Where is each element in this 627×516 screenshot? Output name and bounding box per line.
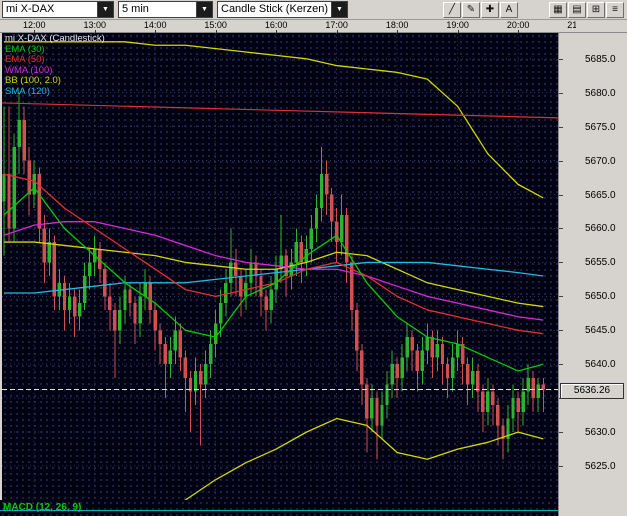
macd-separator-line	[0, 510, 558, 511]
last-price-value: 5636.26	[573, 384, 611, 396]
price-tick-mark	[559, 296, 563, 298]
candlestick-chart[interactable]	[2, 33, 558, 500]
price-tick-label: 5670.0	[585, 155, 616, 167]
time-tick-label: 21:00	[567, 20, 576, 30]
crosshair-tool-button[interactable]: ✚	[481, 1, 499, 18]
charttype-select[interactable]: Candle Stick (Kerzen) ▼	[217, 1, 348, 18]
chevron-down-icon[interactable]: ▼	[331, 2, 347, 17]
time-tick-mark	[215, 30, 217, 33]
main-toolbar: mi X-DAX ▼ 5 min ▼ Candle Stick (Kerzen)…	[0, 0, 627, 20]
price-tick-mark	[559, 364, 563, 366]
price-tick-mark	[559, 398, 563, 400]
axis-corner	[558, 500, 627, 516]
price-tick-mark	[559, 432, 563, 434]
price-tick-mark	[559, 228, 563, 230]
time-axis-labels: 12:00 13:00 14:00 15:00 16:00 17:00 18:00 19:00…	[0, 20, 576, 33]
price-tick-label: 5625.0	[585, 461, 616, 473]
time-tick-mark	[94, 30, 96, 33]
time-tick-mark	[155, 30, 157, 33]
price-tick-label: 5675.0	[585, 121, 616, 133]
time-tick-label: 17:00	[325, 20, 348, 30]
last-price-box: 5636.26	[560, 382, 624, 399]
time-tick-label: 18:00	[385, 20, 409, 30]
time-tick-label: 12:00	[22, 20, 46, 30]
price-tick-label: 5645.0	[585, 325, 616, 337]
time-tick-mark	[457, 30, 459, 33]
line-tool-button[interactable]: ╱	[443, 1, 461, 18]
price-tick-label: 5640.0	[585, 359, 616, 371]
price-tick-mark	[559, 58, 563, 60]
price-tick-label: 5665.0	[585, 189, 616, 201]
price-tick-mark	[559, 92, 563, 94]
price-tick-mark	[559, 160, 563, 162]
view-tool-group: ▦ ▤ ⊞ ≡	[549, 1, 625, 18]
price-tick-mark	[559, 466, 563, 468]
chevron-down-icon[interactable]: ▼	[97, 2, 113, 17]
chevron-down-icon[interactable]: ▼	[196, 2, 212, 17]
time-tick-label: 14:00	[143, 20, 167, 30]
menu-button[interactable]: ≡	[606, 1, 624, 18]
time-tick-label: 13:00	[83, 20, 106, 30]
time-tick-label: 15:00	[204, 20, 227, 30]
price-chart-canvas[interactable]: mi X-DAX (Candlestick) EMA (30) EMA (50) WM…	[0, 33, 558, 500]
time-tick-mark	[518, 30, 520, 33]
time-tick-mark	[276, 30, 278, 33]
price-tick-label: 5655.0	[585, 257, 616, 269]
grid-button[interactable]: ▦	[549, 1, 567, 18]
time-tick-label: 16:00	[264, 20, 288, 30]
draw-tool-group: ╱ ✎ ✚ A	[443, 1, 519, 18]
time-axis: 12:00 13:00 14:00 15:00 16:00 17:00 18:00 19:00…	[0, 20, 627, 33]
price-axis: 5636.26 5685.0 5680.0 5675.0 5670.0 5665.0 56…	[558, 33, 627, 500]
price-tick-mark	[559, 194, 563, 196]
time-tick-mark	[34, 30, 36, 33]
macd-panel[interactable]: MACD (12, 26, 9)	[0, 500, 558, 516]
layout-button[interactable]: ▤	[568, 1, 586, 18]
price-tick-label: 5660.0	[585, 223, 616, 235]
price-tick-label: 5680.0	[585, 87, 616, 99]
price-tick-mark	[559, 330, 563, 332]
text-tool-button[interactable]: A	[500, 1, 518, 18]
price-tick-mark	[559, 262, 563, 264]
time-tick-mark	[336, 30, 338, 33]
time-tick-mark	[397, 30, 399, 33]
time-tick-label: 20:00	[506, 20, 530, 30]
interval-select[interactable]: 5 min ▼	[118, 1, 213, 18]
price-tick-label: 5630.0	[585, 427, 616, 439]
time-tick-label: 19:00	[446, 20, 469, 30]
zoom-button[interactable]: ⊞	[587, 1, 605, 18]
charttype-select-value: Candle Stick (Kerzen)	[221, 3, 328, 15]
price-tick-label: 5650.0	[585, 291, 616, 303]
interval-select-value: 5 min	[122, 3, 149, 15]
symbol-select-value: mi X-DAX	[6, 3, 55, 15]
pencil-tool-button[interactable]: ✎	[462, 1, 480, 18]
price-tick-label: 5685.0	[585, 53, 616, 65]
macd-label: MACD (12, 26, 9)	[3, 502, 82, 513]
price-tick-mark	[559, 126, 563, 128]
symbol-select[interactable]: mi X-DAX ▼	[2, 1, 114, 18]
